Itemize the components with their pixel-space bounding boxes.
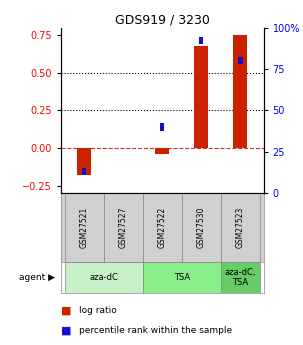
Text: aza-dC,
TSA: aza-dC, TSA xyxy=(225,268,256,287)
Bar xyxy=(194,46,208,148)
Bar xyxy=(221,262,260,293)
Bar xyxy=(82,168,86,175)
Text: GSM27522: GSM27522 xyxy=(158,207,167,248)
Text: TSA: TSA xyxy=(174,273,190,282)
Bar xyxy=(104,193,143,262)
Text: GSM27521: GSM27521 xyxy=(79,207,88,248)
Text: percentile rank within the sample: percentile rank within the sample xyxy=(79,326,232,335)
Bar xyxy=(65,193,104,262)
Bar xyxy=(238,57,242,64)
Text: ■: ■ xyxy=(61,325,71,335)
Text: ■: ■ xyxy=(61,305,71,315)
Bar xyxy=(233,35,247,148)
Bar xyxy=(199,37,204,45)
Bar xyxy=(221,193,260,262)
Bar xyxy=(155,148,169,154)
Text: GSM27523: GSM27523 xyxy=(236,207,245,248)
Text: log ratio: log ratio xyxy=(79,306,117,315)
Title: GDS919 / 3230: GDS919 / 3230 xyxy=(115,13,210,27)
Bar xyxy=(181,193,221,262)
Bar xyxy=(65,262,143,293)
Bar xyxy=(143,262,221,293)
Bar xyxy=(160,124,165,130)
Text: agent ▶: agent ▶ xyxy=(18,273,55,282)
Text: GSM27530: GSM27530 xyxy=(197,207,206,248)
Bar xyxy=(143,193,181,262)
Text: aza-dC: aza-dC xyxy=(89,273,118,282)
Text: GSM27527: GSM27527 xyxy=(118,207,128,248)
Bar xyxy=(77,148,91,175)
